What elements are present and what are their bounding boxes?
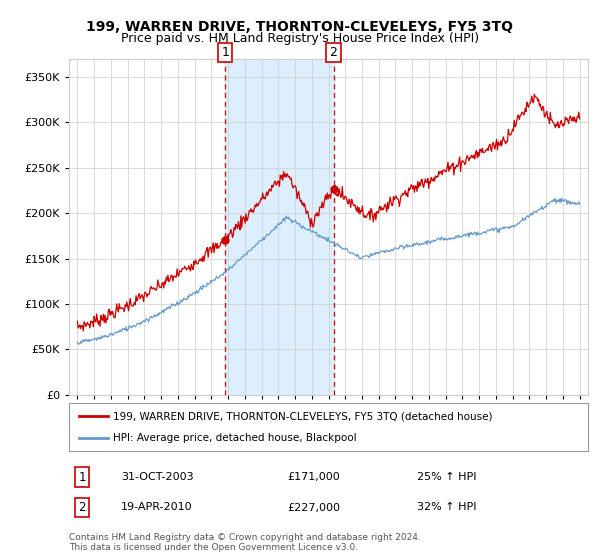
Text: 2: 2 [78,501,86,514]
Text: 199, WARREN DRIVE, THORNTON-CLEVELEYS, FY5 3TQ: 199, WARREN DRIVE, THORNTON-CLEVELEYS, F… [86,20,514,34]
Text: Contains HM Land Registry data © Crown copyright and database right 2024.: Contains HM Land Registry data © Crown c… [69,533,421,542]
Text: 31-OCT-2003: 31-OCT-2003 [121,472,194,482]
Text: 19-APR-2010: 19-APR-2010 [121,502,193,512]
Text: 25% ↑ HPI: 25% ↑ HPI [417,472,476,482]
Bar [225,59,334,395]
Text: 1: 1 [78,471,86,484]
Text: 1: 1 [221,46,229,59]
Text: Price paid vs. HM Land Registry's House Price Index (HPI): Price paid vs. HM Land Registry's House … [121,32,479,45]
Text: 2: 2 [329,46,337,59]
Text: £227,000: £227,000 [287,502,340,512]
Text: 32% ↑ HPI: 32% ↑ HPI [417,502,476,512]
Text: 199, WARREN DRIVE, THORNTON-CLEVELEYS, FY5 3TQ (detached house): 199, WARREN DRIVE, THORNTON-CLEVELEYS, F… [113,411,493,421]
Text: This data is licensed under the Open Government Licence v3.0.: This data is licensed under the Open Gov… [69,543,358,552]
Text: HPI: Average price, detached house, Blackpool: HPI: Average price, detached house, Blac… [113,433,357,443]
Text: £171,000: £171,000 [287,472,340,482]
